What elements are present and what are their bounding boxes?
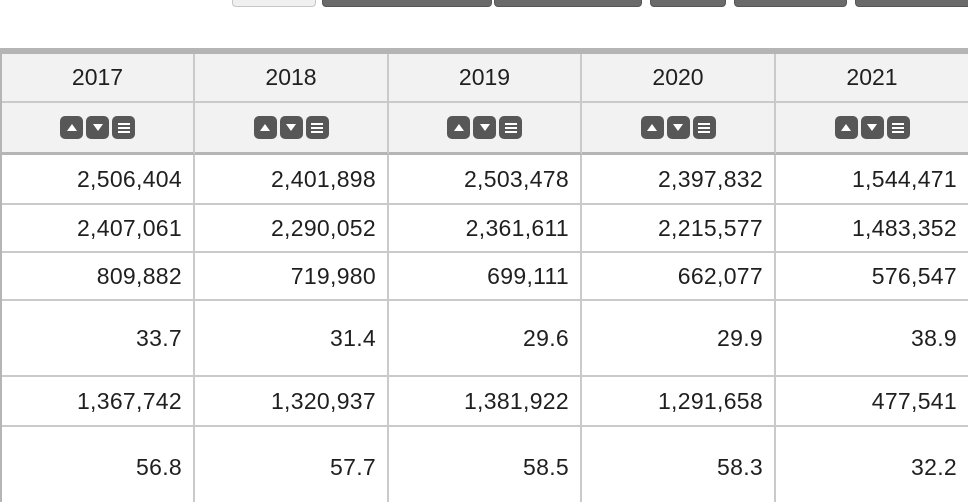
column-menu-button[interactable] <box>692 116 716 139</box>
table-body: 2,506,404 2,401,898 2,503,478 2,397,832 … <box>2 155 968 502</box>
table-header: 2017 2018 2019 2020 2021 <box>2 54 968 155</box>
sort-ascending-icon <box>453 124 464 131</box>
sort-ascending-button[interactable] <box>447 116 470 139</box>
table-cell: 31.4 <box>195 301 389 377</box>
sort-descending-icon <box>286 124 296 131</box>
sort-descending-button[interactable] <box>860 116 884 139</box>
column-menu-button[interactable] <box>305 116 329 139</box>
toolbar-button-1[interactable] <box>232 0 316 7</box>
column-menu-icon <box>504 122 517 133</box>
table-cell: 2,397,832 <box>582 155 776 205</box>
toolbar-button-3[interactable] <box>494 0 642 7</box>
table-cell: 2,503,478 <box>389 155 582 205</box>
table-row: 33.7 31.4 29.6 29.9 38.9 <box>2 301 968 377</box>
toolbar-button-5[interactable] <box>734 0 847 7</box>
table-row: 56.8 57.7 58.5 58.3 32.2 <box>2 427 968 502</box>
table-cell: 2,215,577 <box>582 205 776 253</box>
table-row: 2,506,404 2,401,898 2,503,478 2,397,832 … <box>2 155 968 205</box>
table-cell: 1,367,742 <box>2 377 195 427</box>
column-menu-icon <box>311 122 323 133</box>
toolbar-button-6[interactable] <box>855 0 968 7</box>
column-menu-icon <box>698 122 710 133</box>
column-menu-icon <box>117 122 130 133</box>
sort-controls-2021 <box>776 103 968 155</box>
table-cell: 2,361,611 <box>389 205 582 253</box>
sort-ascending-button[interactable] <box>253 116 277 139</box>
table-cell: 2,401,898 <box>195 155 389 205</box>
column-header-2019: 2019 <box>389 54 582 103</box>
table-cell: 719,980 <box>195 253 389 301</box>
column-header-2020: 2020 <box>582 54 776 103</box>
sort-ascending-icon <box>260 124 270 131</box>
table-row: 1,367,742 1,320,937 1,381,922 1,291,658 … <box>2 377 968 427</box>
column-menu-button[interactable] <box>112 116 135 139</box>
table-cell: 809,882 <box>2 253 195 301</box>
sort-descending-button[interactable] <box>279 116 303 139</box>
sort-controls-row <box>2 103 968 155</box>
table-cell: 32.2 <box>776 427 968 502</box>
sort-descending-button[interactable] <box>86 116 109 139</box>
table-cell: 56.8 <box>2 427 195 502</box>
table-cell: 29.9 <box>582 301 776 377</box>
table-cell: 699,111 <box>389 253 582 301</box>
table-cell: 2,407,061 <box>2 205 195 253</box>
sort-ascending-button[interactable] <box>834 116 858 139</box>
sort-controls-2018 <box>195 103 389 155</box>
table-cell: 57.7 <box>195 427 389 502</box>
table-cell: 29.6 <box>389 301 582 377</box>
table-header-row: 2017 2018 2019 2020 2021 <box>2 54 968 103</box>
table-row: 2,407,061 2,290,052 2,361,611 2,215,577 … <box>2 205 968 253</box>
sort-controls-2019 <box>389 103 582 155</box>
sort-ascending-icon <box>647 124 657 131</box>
sort-descending-button[interactable] <box>666 116 690 139</box>
sort-descending-button[interactable] <box>473 116 496 139</box>
column-menu-button[interactable] <box>499 116 522 139</box>
data-table: 2017 2018 2019 2020 2021 <box>0 48 968 502</box>
column-menu-icon <box>892 122 904 133</box>
table-cell: 477,541 <box>776 377 968 427</box>
toolbar-button-4[interactable] <box>650 0 726 7</box>
table-cell: 58.5 <box>389 427 582 502</box>
column-header-2021: 2021 <box>776 54 968 103</box>
sort-descending-icon <box>92 124 103 131</box>
sort-controls-2017 <box>2 103 195 155</box>
sort-ascending-icon <box>66 124 77 131</box>
table-cell: 2,290,052 <box>195 205 389 253</box>
column-header-2017: 2017 <box>2 54 195 103</box>
sort-controls-2020 <box>582 103 776 155</box>
table-cell: 1,291,658 <box>582 377 776 427</box>
table-cell: 1,320,937 <box>195 377 389 427</box>
table-cell: 33.7 <box>2 301 195 377</box>
table-cell: 38.9 <box>776 301 968 377</box>
toolbar-button-2[interactable] <box>322 0 492 7</box>
table-cell: 1,381,922 <box>389 377 582 427</box>
sort-descending-icon <box>867 124 877 131</box>
sort-descending-icon <box>479 124 490 131</box>
sort-ascending-button[interactable] <box>60 116 83 139</box>
column-header-2018: 2018 <box>195 54 389 103</box>
sort-ascending-icon <box>841 124 851 131</box>
table-cell: 2,506,404 <box>2 155 195 205</box>
sort-descending-icon <box>673 124 683 131</box>
table-cell: 58.3 <box>582 427 776 502</box>
table-cell: 1,544,471 <box>776 155 968 205</box>
table-cell: 662,077 <box>582 253 776 301</box>
table-cell: 576,547 <box>776 253 968 301</box>
sort-ascending-button[interactable] <box>640 116 664 139</box>
table-cell: 1,483,352 <box>776 205 968 253</box>
column-menu-button[interactable] <box>886 116 910 139</box>
table-row: 809,882 719,980 699,111 662,077 576,547 <box>2 253 968 301</box>
